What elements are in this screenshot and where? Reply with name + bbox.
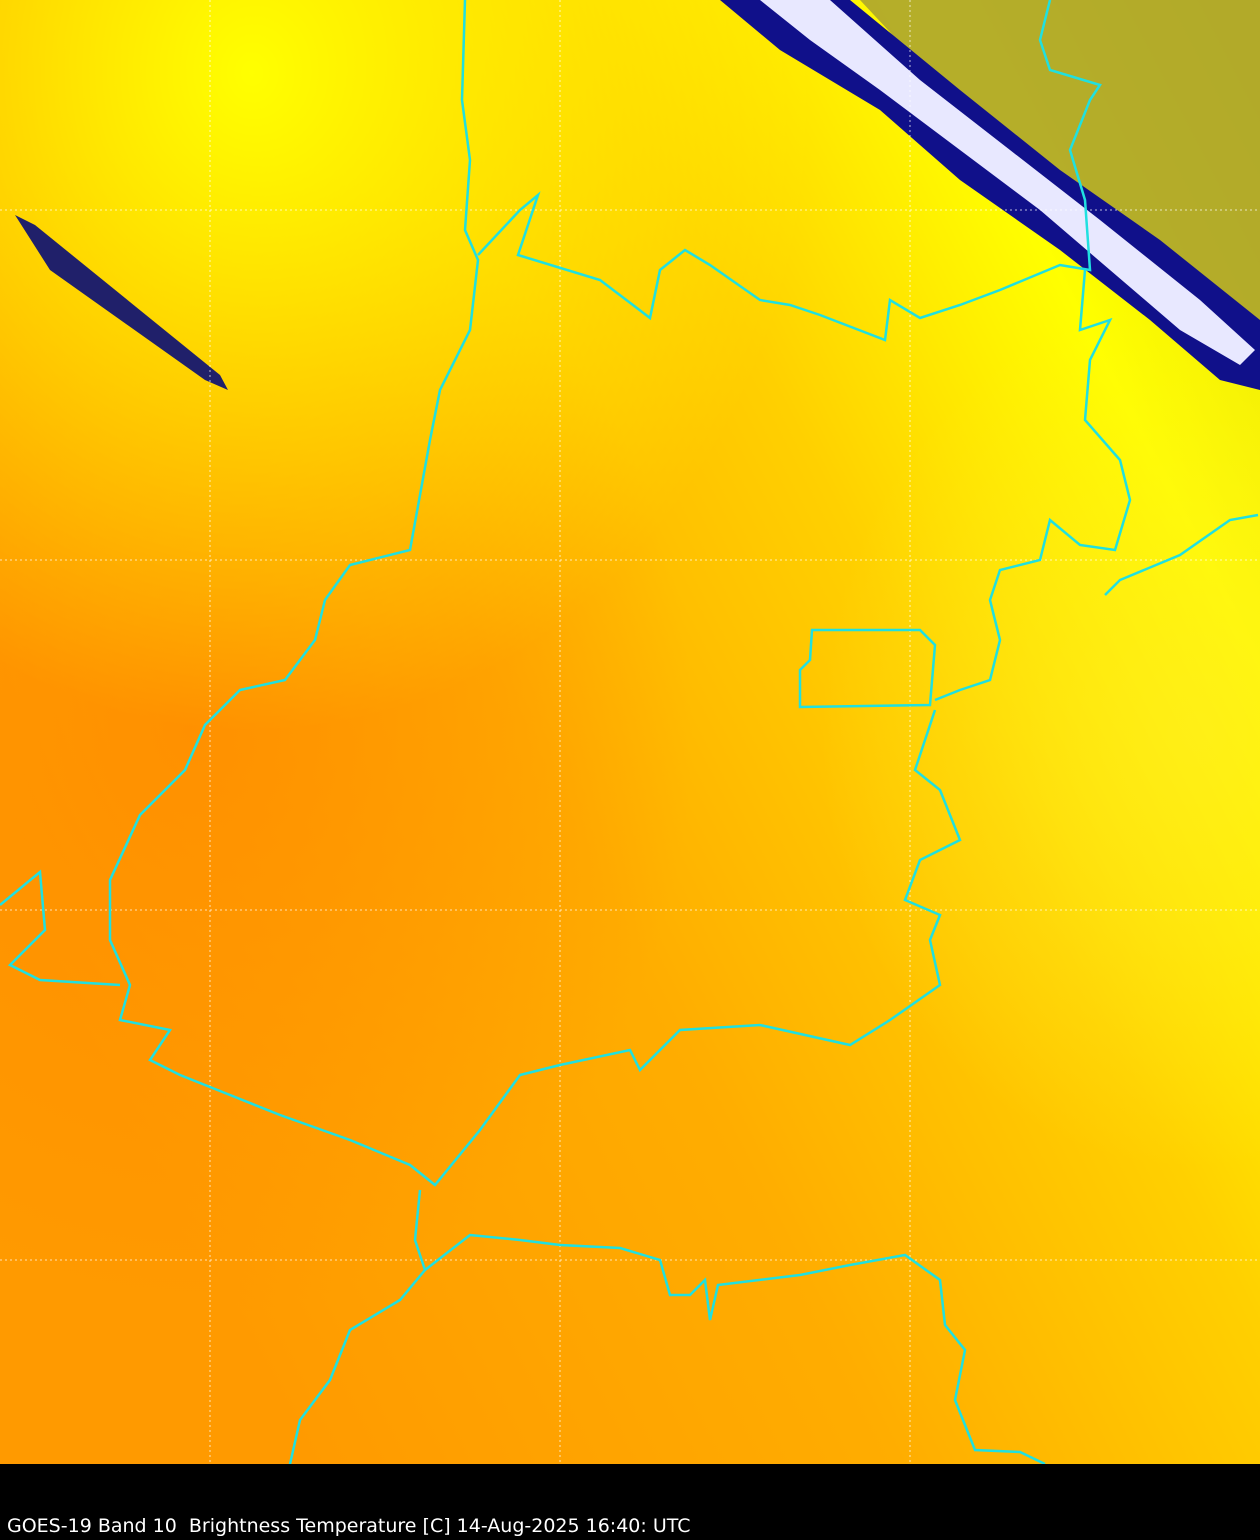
boundary-southwest-state [0, 869, 121, 987]
boundary-west [108, 0, 962, 1187]
county-box [798, 628, 937, 709]
boundary-south [413, 1189, 1046, 1464]
cold-cloud-tops [760, 0, 1255, 365]
boundary-east [1104, 513, 1259, 596]
brightness-temperature-map [0, 0, 1260, 1464]
boundary-north [477, 0, 1102, 342]
image-caption: GOES-19 Band 10 Brightness Temperature [… [7, 1515, 691, 1537]
political-boundaries [0, 0, 1259, 1464]
boundary-northeast [934, 269, 1132, 702]
cold-cloud-band [720, 0, 1260, 390]
contrail-cloud [15, 215, 228, 390]
boundary-southwest [288, 1269, 426, 1464]
grid-lines [0, 0, 1260, 1464]
